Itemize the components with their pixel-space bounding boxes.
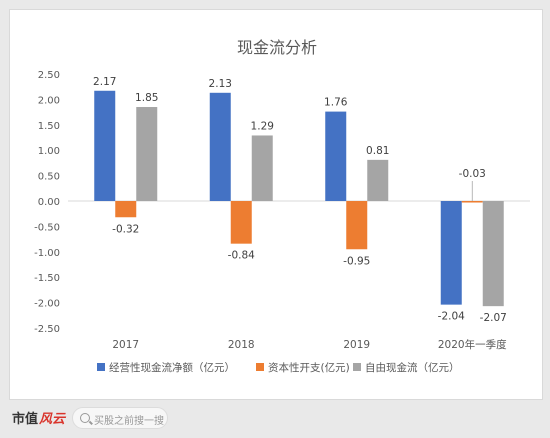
- legend-swatch-1: [97, 363, 105, 371]
- bar-2-2: [230, 201, 252, 244]
- x-axis: 2017 2018 2019 2020年一季度: [112, 338, 507, 351]
- legend-swatch-3: [353, 363, 361, 371]
- y-tick-label: -1.00: [34, 248, 60, 259]
- bar-3-4: [482, 201, 504, 307]
- chart-card: 现金流分析 2.50 2.00 1.50 1.00 0.50 0.00 -0.50 -1.00…: [9, 9, 543, 400]
- y-tick-label: 1.00: [38, 146, 60, 157]
- brand-accent: 风云: [39, 412, 66, 427]
- bar-3-2: [251, 135, 273, 201]
- legend: 经营性现金流净额（亿元） 资本性开支(亿元) 自由现金流（亿元）: [97, 361, 460, 374]
- data-labels: 2.17 -0.32 1.85 2.13 -0.84 1.29 1.76 -0.95 0.81 -…: [93, 76, 507, 324]
- search-box[interactable]: 买股之前搜一搜: [72, 407, 168, 429]
- search-placeholder: 买股之前搜一搜: [94, 416, 164, 427]
- data-label-1-3: 1.76: [324, 97, 348, 109]
- data-label-2-4: -0.03: [459, 168, 486, 180]
- x-tick-label: 2018: [228, 339, 255, 351]
- x-tick-label: 2017: [112, 339, 139, 351]
- brand-text: 市值: [12, 412, 39, 427]
- y-tick-label: 0.50: [38, 172, 60, 183]
- data-label-3-2: 1.29: [251, 120, 274, 132]
- brand-logo: 市值风云: [12, 408, 65, 427]
- legend-label-3: 自由现金流（亿元）: [365, 361, 460, 374]
- cash-flow-chart: 现金流分析 2.50 2.00 1.50 1.00 0.50 0.00 -0.50 -1.00…: [34, 38, 530, 374]
- data-label-2-3: -0.95: [343, 255, 370, 267]
- y-tick-label: -0.50: [34, 222, 60, 233]
- data-label-1-1: 2.17: [93, 76, 116, 88]
- y-axis: 2.50 2.00 1.50 1.00 0.50 0.00 -0.50 -1.00 -1.50 -…: [34, 70, 60, 335]
- bar-2-3: [346, 201, 368, 250]
- y-tick-label: 2.00: [38, 95, 60, 106]
- data-label-2-2: -0.84: [228, 250, 255, 262]
- x-tick-label: 2020年一季度: [438, 338, 507, 351]
- chart-title: 现金流分析: [237, 38, 317, 57]
- data-label-3-3: 0.81: [366, 145, 389, 157]
- data-label-3-4: -2.07: [480, 312, 507, 324]
- legend-swatch-2: [256, 363, 264, 371]
- bar-1-4: [440, 201, 462, 305]
- data-label-3-1: 1.85: [135, 92, 158, 104]
- data-label-1-2: 2.13: [209, 78, 232, 90]
- bar-1-1: [94, 90, 116, 201]
- footer-bar: 市值风云 买股之前搜一搜: [0, 398, 550, 438]
- y-tick-label: 1.50: [38, 121, 60, 132]
- bars: [94, 90, 504, 307]
- legend-label-2: 资本性开支(亿元): [268, 361, 350, 374]
- bar-2-4: [461, 201, 483, 203]
- search-icon: [80, 413, 90, 423]
- bar-3-3: [367, 159, 389, 201]
- data-label-1-4: -2.04: [438, 311, 465, 323]
- data-label-2-1: -0.32: [112, 223, 139, 235]
- y-tick-label: -2.00: [34, 299, 60, 310]
- y-tick-label: 0.00: [38, 197, 60, 208]
- legend-label-1: 经营性现金流净额（亿元）: [109, 361, 235, 374]
- bar-3-1: [136, 107, 158, 201]
- y-tick-label: -1.50: [34, 273, 60, 284]
- y-tick-label: 2.50: [38, 70, 60, 81]
- bar-2-1: [115, 201, 137, 218]
- y-tick-label: -2.50: [34, 324, 60, 335]
- x-tick-label: 2019: [343, 339, 370, 351]
- bar-1-3: [325, 111, 347, 201]
- bar-1-2: [209, 92, 231, 201]
